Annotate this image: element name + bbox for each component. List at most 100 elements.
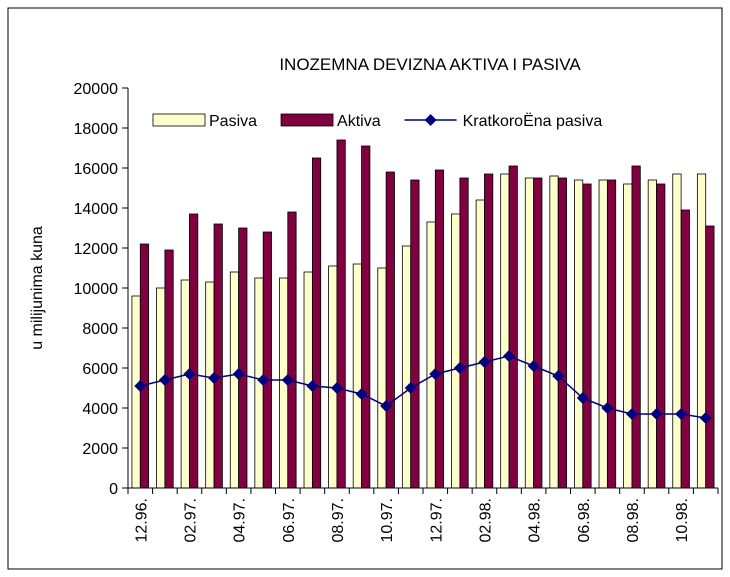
marker — [503, 350, 516, 362]
marker — [625, 408, 638, 420]
bar — [705, 225, 715, 489]
bar — [139, 243, 150, 489]
bar — [680, 209, 690, 489]
y-tick-label: 20000 — [74, 81, 119, 98]
legend-swatch — [280, 113, 334, 127]
marker — [527, 360, 540, 372]
bar — [262, 231, 272, 489]
marker — [306, 380, 319, 392]
marker — [257, 374, 270, 386]
x-tick-label: 12.96. — [133, 498, 150, 542]
y-tick-label: 4000 — [82, 401, 118, 418]
bar — [557, 177, 567, 489]
marker — [330, 382, 343, 394]
bar — [328, 265, 338, 489]
bar — [385, 171, 395, 489]
bar — [475, 199, 485, 489]
bar — [582, 183, 592, 489]
bar — [287, 211, 297, 489]
marker — [552, 370, 565, 382]
bar — [156, 287, 166, 489]
bar — [696, 173, 707, 489]
bar — [549, 175, 559, 489]
bar — [484, 173, 494, 489]
bar — [361, 145, 371, 489]
y-tick-label: 10000 — [74, 281, 119, 298]
bar — [410, 179, 420, 489]
bar — [606, 179, 617, 489]
bar — [180, 279, 190, 489]
bar — [352, 263, 362, 489]
y-tick-label: 2000 — [82, 441, 118, 458]
bar — [623, 183, 633, 489]
x-tick-label: 06.97. — [281, 498, 298, 542]
bar — [574, 179, 584, 489]
x-tick-label: 04.98. — [527, 498, 544, 542]
x-tick-label: 12.97. — [428, 498, 445, 542]
bar — [303, 271, 313, 489]
marker — [404, 382, 417, 394]
bar — [238, 227, 248, 489]
bar — [336, 139, 346, 489]
bar — [401, 245, 412, 489]
marker — [232, 368, 245, 380]
x-tick-label: 06.98. — [576, 498, 593, 542]
y-tick-label: 12000 — [74, 241, 119, 258]
y-tick-label: 6000 — [82, 361, 118, 378]
bar — [672, 173, 682, 489]
bar — [459, 177, 469, 489]
marker — [355, 388, 368, 400]
y-tick-label: 0 — [109, 481, 118, 498]
legend-swatch — [152, 113, 206, 127]
y-axis-label: u milijunima kuna — [29, 226, 46, 350]
marker — [134, 380, 147, 392]
bar — [189, 213, 199, 489]
marker — [380, 400, 393, 412]
bar — [426, 221, 436, 489]
y-tick-label: 8000 — [82, 321, 118, 338]
y-tick-label: 14000 — [74, 201, 119, 218]
marker — [478, 356, 491, 368]
bar — [451, 213, 461, 489]
bar — [164, 249, 174, 489]
marker — [699, 412, 712, 424]
marker — [650, 408, 663, 420]
marker — [281, 374, 294, 386]
marker — [601, 402, 614, 414]
marker — [158, 374, 171, 386]
bar — [131, 295, 141, 489]
marker — [208, 372, 221, 384]
legend-label: Pasiva — [209, 113, 257, 130]
x-tick-label: 08.98. — [625, 498, 642, 542]
marker — [183, 368, 196, 380]
marker — [576, 392, 589, 404]
bar — [631, 165, 641, 489]
y-tick-label: 18000 — [74, 121, 119, 138]
bar — [524, 177, 535, 489]
bar — [229, 271, 240, 489]
bar — [205, 281, 215, 489]
x-tick-label: 10.97. — [379, 498, 396, 542]
x-tick-label: 04.97. — [232, 498, 249, 542]
bar — [533, 177, 543, 489]
bar — [500, 173, 510, 489]
x-tick-label: 02.98. — [477, 498, 494, 542]
legend-label: KratkoroËna pasiva — [463, 112, 603, 130]
chart-title: INOZEMNA DEVIZNA AKTIVA I PASIVA — [279, 55, 581, 74]
legend-label: Aktiva — [337, 113, 381, 130]
marker — [429, 368, 442, 380]
bar — [598, 179, 608, 489]
bar — [434, 169, 445, 489]
x-tick-label: 08.97. — [330, 498, 347, 542]
x-tick-label: 02.97. — [182, 498, 199, 542]
x-tick-label: 10.98. — [674, 498, 691, 542]
bar — [647, 179, 657, 489]
marker — [675, 408, 688, 420]
marker — [453, 362, 466, 374]
bar — [656, 183, 666, 489]
bar — [213, 223, 223, 489]
bar — [311, 157, 322, 489]
bar — [508, 165, 518, 489]
y-tick-label: 16000 — [74, 161, 119, 178]
